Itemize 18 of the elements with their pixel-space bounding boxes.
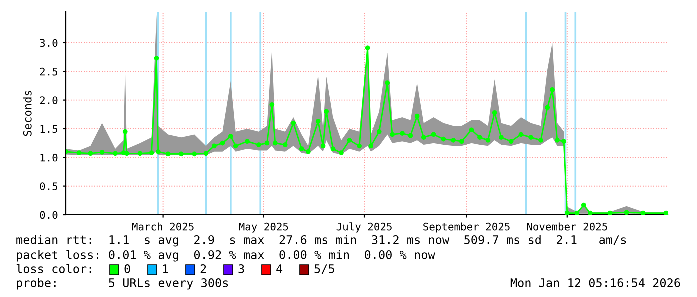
y-tick-label: 1.0 [40, 154, 58, 162]
x-tick-label: July 2025 [336, 222, 392, 233]
x-tick-label: May 2025 [239, 222, 288, 233]
y-tick-label: 3.0 [40, 39, 58, 48]
x-tick-label: November 2025 [527, 222, 608, 231]
text: packet loss: 0.01 % avg 0.92 % max 0.00 % min 0.00 % now [17, 250, 436, 262]
y-axis-title: Seconds [23, 91, 32, 136]
y-tick-label: 2.0 [40, 96, 58, 104]
y-tick-label: 2.5 [40, 68, 58, 76]
x-tick-label: September 2025 [424, 222, 510, 233]
y-tick-label: 0.0 [40, 211, 58, 220]
text: median rtt: 1.1 s avg 2.9 s max 27.6 ms min 31.2 ms now 509.7 ms sd 2.1 am/s [16, 235, 626, 247]
y-tick-label: 1.5 [40, 125, 58, 134]
text: loss color: 0 1 2 3 4 5/5 [16, 264, 334, 274]
y-tick-label: 0.5 [40, 182, 58, 190]
text: probe: 5 URLs every 300s [17, 278, 228, 290]
x-tick-label: March 2025 [132, 222, 194, 231]
text: Mon Jan 12 05:16:54 2026 [510, 278, 680, 288]
